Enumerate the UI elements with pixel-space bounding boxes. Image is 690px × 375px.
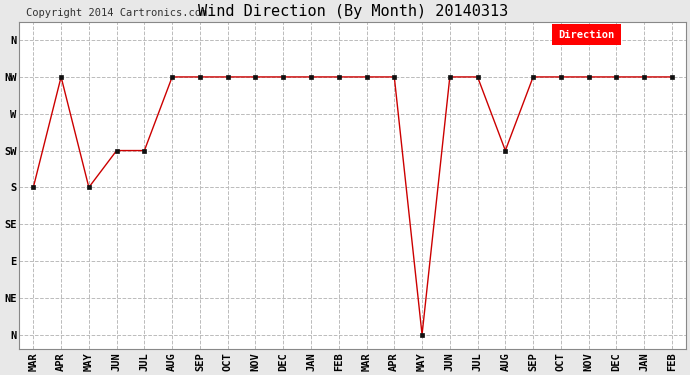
Text: Direction: Direction [558,30,615,40]
Title: Wind Direction (By Month) 20140313: Wind Direction (By Month) 20140313 [197,4,508,19]
Text: Copyright 2014 Cartronics.com: Copyright 2014 Cartronics.com [26,9,208,18]
